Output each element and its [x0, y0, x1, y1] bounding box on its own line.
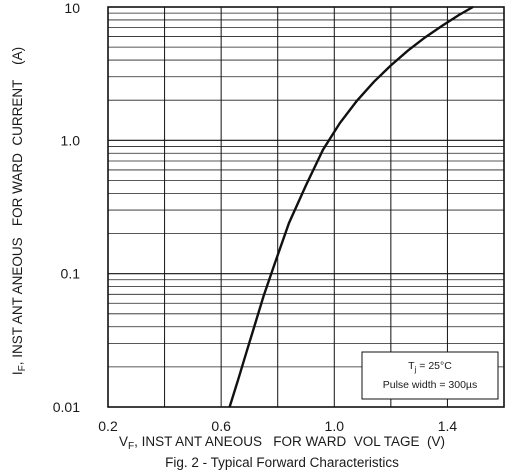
x-tick-labels: 0.2 0.6 1.0 1.4	[98, 418, 457, 434]
conditions-note: Tj = 25°C Pulse width = 300µs	[361, 351, 499, 400]
x-tick-label: 1.0	[325, 418, 345, 434]
x-label-text: , INST ANT ANEOUS FOR WARD VOL TAGE (V)	[134, 434, 445, 449]
note-t-subscript: j	[414, 365, 417, 374]
note-pulse-width: Pulse width = 300µs	[383, 379, 477, 391]
plot-frame	[107, 6, 505, 408]
x-axis-label: VF, INST ANT ANEOUS FOR WARD VOL TAGE (V…	[119, 434, 445, 452]
note-junction-temp: Tj = 25°C	[408, 360, 452, 374]
x-tick-label: 0.6	[211, 418, 231, 434]
y-tick-label: 1.0	[61, 132, 81, 148]
y-label-subscript: F	[17, 365, 28, 371]
y-axis-label: IF, INST ANT ANEOUS FOR WARD CURRENT (A)	[10, 47, 28, 375]
note-t-value: = 25°C	[416, 360, 452, 372]
grid-major	[108, 7, 504, 407]
y-label-text: , INST ANT ANEOUS FOR WARD CURRENT (A)	[10, 47, 25, 365]
y-label-symbol: I	[10, 371, 25, 375]
y-tick-label: 0.1	[61, 266, 81, 282]
x-tick-label: 0.2	[98, 418, 118, 434]
x-label-symbol: V	[119, 434, 128, 449]
y-tick-label: 10	[64, 0, 80, 16]
y-tick-label: 0.01	[53, 399, 80, 415]
figure-caption: Fig. 2 - Typical Forward Characteristics	[165, 455, 399, 470]
x-label-subscript: F	[128, 441, 134, 452]
grid-minor	[108, 12, 504, 368]
data-series-curve	[228, 5, 474, 408]
y-tick-labels: 10 1.0 0.1 0.01	[53, 0, 80, 415]
x-tick-label: 1.4	[438, 418, 458, 434]
note-t-symbol: T	[408, 360, 415, 372]
note-box-frame	[361, 351, 499, 400]
